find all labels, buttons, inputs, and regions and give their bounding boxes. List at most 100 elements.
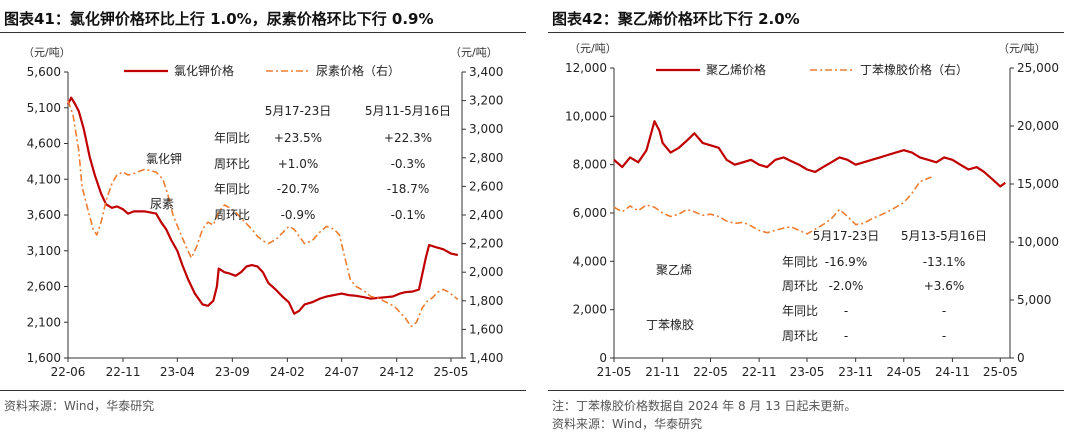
y-right-tick-label: 10,000 xyxy=(1017,235,1059,249)
series-line-1 xyxy=(613,176,932,235)
y-right-tick-label: 2,800 xyxy=(469,151,503,165)
table-cell: -2.0% xyxy=(829,279,864,293)
table-row-label: 年同比 xyxy=(782,255,818,269)
title-divider xyxy=(548,32,1064,33)
table-cell: - xyxy=(844,304,848,318)
y-left-tick-label: 1,600 xyxy=(27,351,61,365)
table-cell: -16.9% xyxy=(825,255,867,269)
table-cell: +3.6% xyxy=(924,279,965,293)
table-row-label: 周环比 xyxy=(214,157,250,171)
table-cell: -0.9% xyxy=(281,208,316,222)
y-left-tick-label: 4,100 xyxy=(27,172,61,186)
y-right-tick-label: 15,000 xyxy=(1017,177,1059,191)
y-left-tick-label: 2,100 xyxy=(27,315,61,329)
title-divider xyxy=(0,32,526,33)
table-row-label: 年同比 xyxy=(782,304,818,318)
y-left-tick-label: 6,000 xyxy=(573,206,607,220)
table-row-label: 周环比 xyxy=(214,208,250,222)
x-tick-label: 23-09 xyxy=(215,365,250,379)
table-cell: -0.3% xyxy=(391,157,426,171)
table-cell: +22.3% xyxy=(384,131,432,145)
table-group-label: 氯化钾 xyxy=(146,152,182,166)
x-tick-label: 24-05 xyxy=(886,365,921,379)
y-left-tick-label: 4,600 xyxy=(27,137,61,151)
x-tick-label: 25-05 xyxy=(434,365,469,379)
chart-title: 图表42：聚乙烯价格环比下行 2.0% xyxy=(552,10,800,28)
legend-label-0: 氯化钾价格 xyxy=(174,63,234,78)
x-tick-label: 23-04 xyxy=(160,365,195,379)
chart-plot: （元/吨） （元/吨） 1,600 2,100 2,600 3,100 3,600 4,100… xyxy=(23,46,503,379)
chart-plot: （元/吨） （元/吨） 0 2,000 4,000 6,000 8,000 10,000 12,… xyxy=(565,42,1059,379)
table-cell: -18.7% xyxy=(387,182,429,196)
table-group-label: 尿素 xyxy=(150,197,174,211)
legend-label-1: 丁苯橡胶价格（右） xyxy=(860,62,968,77)
table-cell: - xyxy=(942,329,946,343)
series-line-1 xyxy=(67,100,459,328)
x-tick-label: 24-07 xyxy=(324,365,359,379)
chart-title: 图表41：氯化钾价格环比上行 1.0%，尿素价格环比下行 0.9% xyxy=(4,10,434,28)
x-tick-label: 23-11 xyxy=(838,365,873,379)
y-right-tick-label: 3,400 xyxy=(469,65,503,79)
y-right-tick-label: 5,000 xyxy=(1017,293,1051,307)
y-left-tick-label: 2,000 xyxy=(573,303,607,317)
source-note: 资料来源：Wind，华泰研究 xyxy=(552,417,703,431)
y-right-tick-label: 25,000 xyxy=(1017,61,1059,75)
y-right-tick-label: 0 xyxy=(1017,351,1025,365)
table-cell: -20.7% xyxy=(277,182,319,196)
table-group-label: 丁苯橡胶 xyxy=(646,317,694,332)
x-tick-label: 22-11 xyxy=(742,365,777,379)
table-group-label: 聚乙烯 xyxy=(656,263,692,277)
x-tick-label: 22-06 xyxy=(51,365,86,379)
series-line-0 xyxy=(613,120,1006,188)
table-cell: +23.5% xyxy=(274,131,322,145)
footnote: 注：丁苯橡胶价格数据自 2024 年 8 月 13 日起未更新。 xyxy=(552,399,857,413)
y-axis-left-unit: （元/吨） xyxy=(23,46,71,59)
y-axis-left-unit: （元/吨） xyxy=(569,42,617,55)
table-col-header: 5月13-5月16日 xyxy=(901,229,987,243)
table-col-header: 5月17-23日 xyxy=(265,104,332,118)
y-right-tick-label: 20,000 xyxy=(1017,119,1059,133)
x-tick-label: 22-05 xyxy=(693,365,728,379)
series-line-0 xyxy=(67,96,459,315)
table-col-header: 5月17-23日 xyxy=(813,229,880,243)
y-right-tick-label: 2,600 xyxy=(469,179,503,193)
y-axis-right-unit: （元/吨） xyxy=(998,42,1046,55)
x-tick-label: 25-05 xyxy=(983,365,1018,379)
y-right-tick-label: 2,400 xyxy=(469,208,503,222)
y-right-tick-label: 2,200 xyxy=(469,237,503,251)
y-axis-right-unit: （元/吨） xyxy=(450,46,498,59)
bottom-divider xyxy=(548,390,1064,391)
table-row-label: 年同比 xyxy=(214,182,250,196)
table-row-label: 周环比 xyxy=(782,279,818,293)
bottom-divider xyxy=(0,390,526,391)
y-left-tick-label: 5,100 xyxy=(27,101,61,115)
y-left-tick-label: 3,600 xyxy=(27,208,61,222)
y-left-tick-label: 0 xyxy=(599,351,607,365)
y-left-tick-label: 12,000 xyxy=(565,61,607,75)
y-left-tick-label: 3,100 xyxy=(27,244,61,258)
table-cell: -0.1% xyxy=(391,208,426,222)
y-right-tick-label: 2,000 xyxy=(469,265,503,279)
x-tick-label: 21-05 xyxy=(597,365,632,379)
y-left-tick-label: 4,000 xyxy=(573,254,607,268)
y-right-tick-label: 1,800 xyxy=(469,294,503,308)
table-cell: -13.1% xyxy=(923,255,965,269)
x-tick-label: 22-11 xyxy=(106,365,141,379)
table-row-label: 周环比 xyxy=(782,329,818,343)
table-cell: +1.0% xyxy=(278,157,319,171)
y-left-tick-label: 8,000 xyxy=(573,158,607,172)
x-tick-label: 24-02 xyxy=(270,365,305,379)
x-tick-label: 21-11 xyxy=(645,365,680,379)
x-tick-label: 24-12 xyxy=(379,365,414,379)
legend-label-0: 聚乙烯价格 xyxy=(706,62,766,77)
table-col-header: 5月11-5月16日 xyxy=(365,104,451,118)
y-left-tick-label: 10,000 xyxy=(565,109,607,123)
y-right-tick-label: 1,400 xyxy=(469,351,503,365)
x-tick-label: 23-05 xyxy=(790,365,825,379)
y-right-tick-label: 1,600 xyxy=(469,322,503,336)
source-note: 资料来源：Wind，华泰研究 xyxy=(4,399,155,413)
x-tick-label: 24-11 xyxy=(935,365,970,379)
y-right-tick-label: 3,200 xyxy=(469,94,503,108)
legend-label-1: 尿素价格（右） xyxy=(316,63,400,78)
table-cell: - xyxy=(844,329,848,343)
